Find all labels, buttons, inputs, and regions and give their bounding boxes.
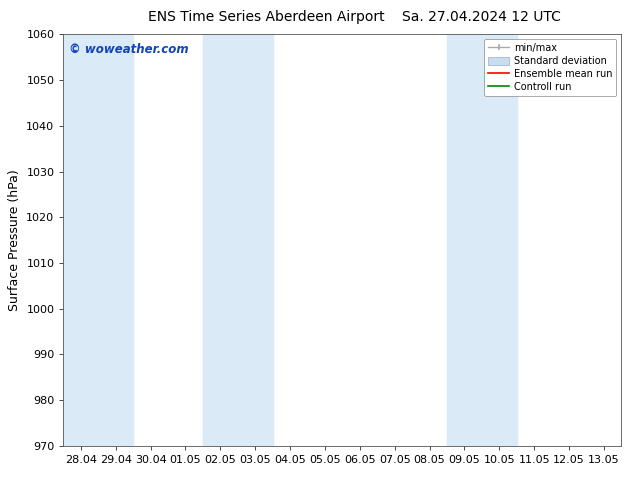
Text: ENS Time Series Aberdeen Airport: ENS Time Series Aberdeen Airport (148, 10, 385, 24)
Y-axis label: Surface Pressure (hPa): Surface Pressure (hPa) (8, 169, 21, 311)
Legend: min/max, Standard deviation, Ensemble mean run, Controll run: min/max, Standard deviation, Ensemble me… (484, 39, 616, 96)
Bar (447, 34, 517, 446)
Text: © woweather.com: © woweather.com (69, 43, 188, 55)
Text: Sa. 27.04.2024 12 UTC: Sa. 27.04.2024 12 UTC (403, 10, 561, 24)
Bar (63, 34, 133, 446)
Bar (203, 34, 273, 446)
